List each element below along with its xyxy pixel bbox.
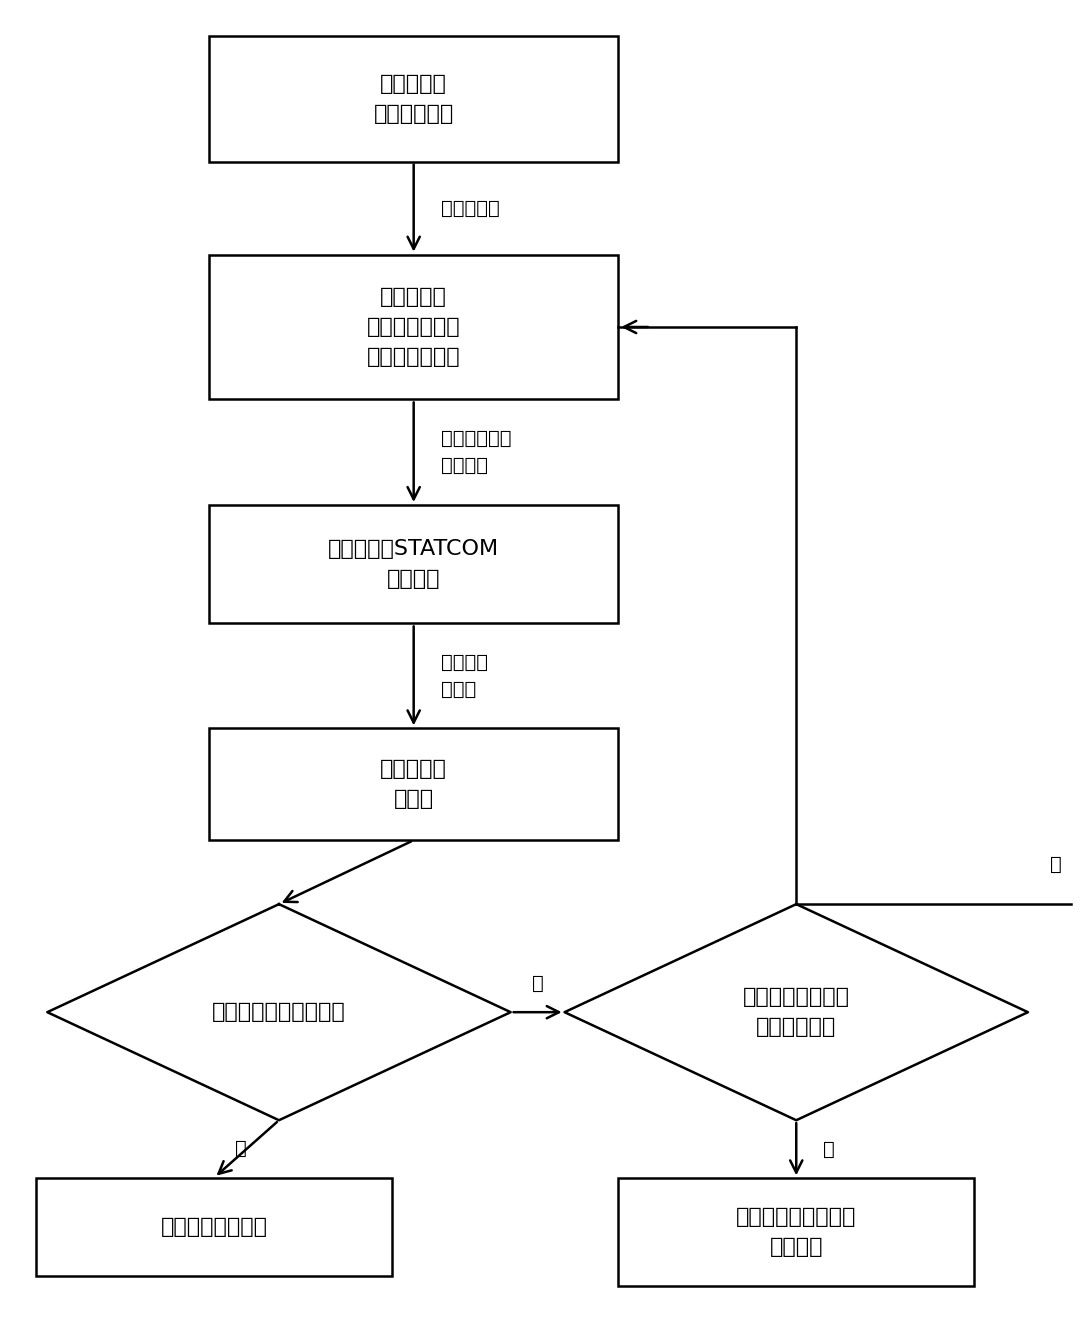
- Text: 直流故障电流
衰减至零: 直流故障电流 衰减至零: [441, 430, 512, 475]
- FancyBboxPatch shape: [209, 728, 618, 841]
- FancyBboxPatch shape: [618, 1179, 974, 1286]
- Text: 否: 否: [236, 1139, 248, 1159]
- Text: 直流侧发生
单极接地故障: 直流侧发生 单极接地故障: [374, 74, 454, 123]
- Text: 是: 是: [823, 1140, 835, 1159]
- Text: 直流线路
去游离: 直流线路 去游离: [441, 654, 488, 699]
- Text: 否: 否: [1049, 855, 1061, 874]
- FancyBboxPatch shape: [37, 1177, 392, 1277]
- FancyBboxPatch shape: [209, 255, 618, 399]
- Text: 转入稳态控制模式: 转入稳态控制模式: [161, 1217, 268, 1237]
- Text: 故障极闭锁
导通旁路晶闸管
直流断路器开断: 故障极闭锁 导通旁路晶闸管 直流断路器开断: [367, 288, 460, 366]
- Text: 系统发生永久性故障
系统闭锁: 系统发生永久性故障 系统闭锁: [736, 1208, 857, 1257]
- Text: 出现巨大浪涌电流应力: 出现巨大浪涌电流应力: [212, 1002, 345, 1022]
- Text: 检测到故障: 检测到故障: [441, 199, 500, 217]
- FancyBboxPatch shape: [209, 505, 618, 623]
- Text: 故障极转入STATCOM
运行状态: 故障极转入STATCOM 运行状态: [328, 540, 500, 589]
- FancyBboxPatch shape: [209, 36, 618, 162]
- Text: 直流断路器
重合闸: 直流断路器 重合闸: [380, 760, 447, 809]
- Text: 是: 是: [532, 973, 543, 993]
- Text: 直流母线过流次数
大于预设次数: 直流母线过流次数 大于预设次数: [743, 988, 849, 1037]
